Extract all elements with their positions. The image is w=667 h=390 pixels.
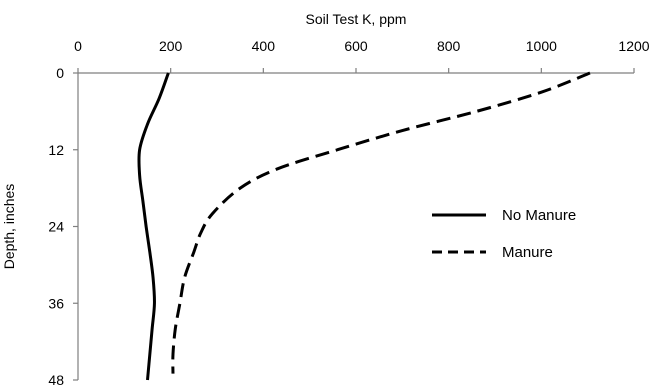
y-axis-title: Depth, inches <box>1 184 17 270</box>
series-line-no-manure <box>137 72 170 381</box>
x-axis-title: Soil Test K, ppm <box>306 11 407 27</box>
y-tick-label: 24 <box>48 219 64 235</box>
x-axis-ticks: 0 200 400 600 800 1000 1200 <box>74 38 650 73</box>
legend: No Manure Manure <box>432 207 576 261</box>
y-tick-label: 48 <box>48 372 64 388</box>
x-tick-label: 200 <box>159 38 183 54</box>
y-tick-label: 0 <box>56 65 64 81</box>
y-axis-ticks: 0 12 24 36 48 <box>48 65 78 388</box>
legend-label: Manure <box>502 244 553 261</box>
x-tick-label: 400 <box>252 38 276 54</box>
x-tick-label: 0 <box>74 38 82 54</box>
x-tick-label: 1200 <box>618 38 649 54</box>
series-line-manure <box>171 71 591 374</box>
x-tick-label: 800 <box>437 38 461 54</box>
y-tick-label: 36 <box>48 295 64 311</box>
legend-label: No Manure <box>502 207 576 224</box>
x-tick-label: 600 <box>344 38 368 54</box>
x-tick-label: 1000 <box>526 38 557 54</box>
y-tick-label: 12 <box>48 142 64 158</box>
series-layer <box>137 71 591 381</box>
